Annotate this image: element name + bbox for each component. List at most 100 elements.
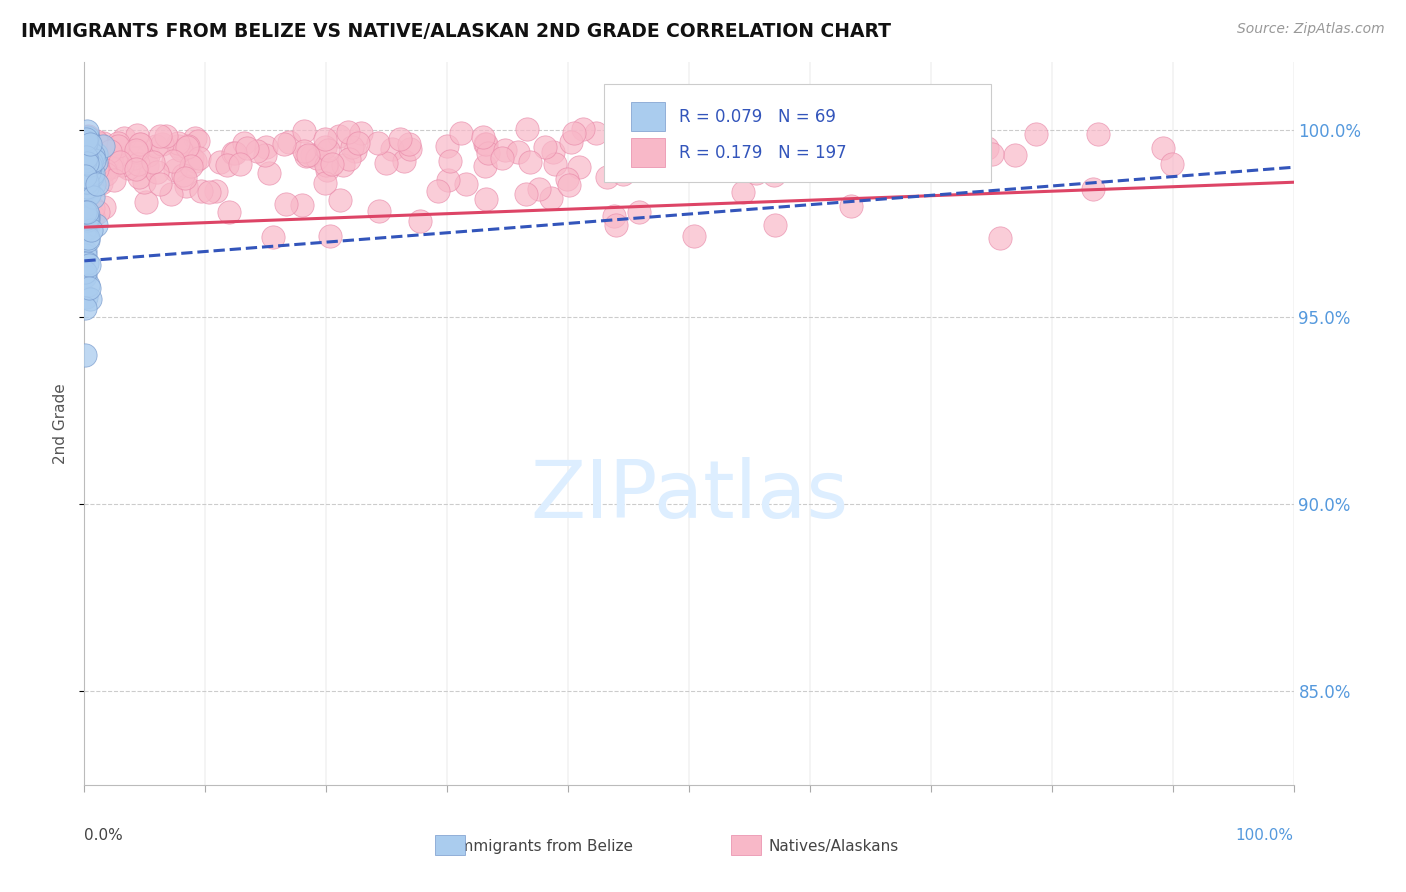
Point	[73, 178, 96, 192]
Point	[77, 212, 100, 227]
Point	[75, 161, 97, 176]
Point	[77, 131, 100, 145]
Point	[172, 168, 194, 182]
Point	[1152, 141, 1174, 155]
Point	[90, 155, 112, 169]
Point	[350, 126, 373, 140]
Point	[76, 124, 98, 138]
Point	[177, 139, 200, 153]
Point	[187, 151, 209, 165]
Point	[75, 244, 97, 259]
Point	[759, 153, 782, 167]
Point	[456, 177, 478, 191]
Point	[98, 144, 121, 158]
Point	[82, 210, 104, 224]
Point	[976, 141, 998, 155]
Point	[765, 218, 787, 232]
Point	[75, 135, 97, 149]
Point	[134, 175, 156, 189]
Point	[82, 166, 104, 180]
Point	[73, 164, 96, 178]
Point	[541, 145, 564, 160]
Point	[76, 169, 98, 184]
Point	[76, 142, 98, 156]
Point	[174, 179, 197, 194]
Point	[332, 158, 354, 172]
Point	[344, 144, 367, 158]
Point	[73, 169, 96, 183]
Point	[436, 139, 458, 153]
Point	[381, 142, 404, 156]
Point	[278, 135, 301, 149]
Point	[721, 125, 744, 139]
Point	[136, 148, 159, 162]
Point	[205, 184, 228, 198]
Point	[183, 154, 205, 169]
Point	[398, 136, 420, 151]
Point	[731, 185, 754, 199]
Point	[821, 125, 844, 139]
Point	[162, 153, 184, 168]
Point	[665, 132, 688, 146]
Point	[508, 145, 530, 160]
Point	[77, 146, 100, 161]
Point	[136, 158, 159, 172]
Point	[474, 136, 496, 151]
Point	[319, 229, 342, 244]
Point	[292, 144, 315, 158]
Point	[75, 150, 97, 164]
Point	[76, 128, 98, 143]
Point	[409, 214, 432, 228]
Point	[328, 128, 350, 143]
Point	[321, 157, 343, 171]
Point	[316, 143, 339, 157]
Point	[76, 211, 98, 226]
Point	[100, 160, 122, 174]
Point	[560, 135, 582, 149]
Point	[76, 175, 98, 189]
Point	[337, 153, 360, 167]
Point	[229, 157, 252, 171]
Point	[329, 193, 352, 207]
Point	[73, 154, 96, 169]
Point	[77, 165, 100, 179]
Point	[87, 136, 110, 150]
Point	[90, 176, 112, 190]
Point	[77, 258, 100, 272]
FancyBboxPatch shape	[731, 835, 762, 855]
Point	[146, 164, 169, 178]
FancyBboxPatch shape	[631, 138, 665, 167]
Point	[316, 163, 339, 178]
Point	[117, 161, 139, 176]
Point	[683, 228, 706, 243]
Point	[73, 184, 96, 198]
Point	[315, 158, 337, 172]
Text: Immigrants from Belize: Immigrants from Belize	[454, 838, 633, 854]
Point	[314, 131, 336, 145]
Point	[839, 199, 862, 213]
Text: Natives/Alaskans: Natives/Alaskans	[769, 838, 900, 854]
Point	[82, 201, 104, 215]
Point	[585, 126, 607, 140]
Point	[533, 140, 555, 154]
Point	[84, 164, 107, 178]
Point	[145, 139, 167, 153]
Point	[155, 128, 177, 143]
Point	[180, 159, 202, 173]
Point	[83, 158, 105, 172]
Point	[86, 161, 108, 176]
Text: R = 0.079   N = 69: R = 0.079 N = 69	[679, 108, 837, 126]
Point	[555, 172, 578, 186]
Point	[981, 147, 1004, 161]
Point	[173, 171, 195, 186]
Point	[76, 222, 98, 236]
Point	[1004, 148, 1026, 162]
Point	[75, 175, 97, 189]
Point	[73, 265, 96, 279]
Point	[184, 131, 207, 145]
Point	[93, 136, 115, 151]
Point	[76, 212, 98, 227]
Point	[76, 156, 98, 170]
Point	[392, 154, 415, 169]
Point	[128, 169, 150, 184]
